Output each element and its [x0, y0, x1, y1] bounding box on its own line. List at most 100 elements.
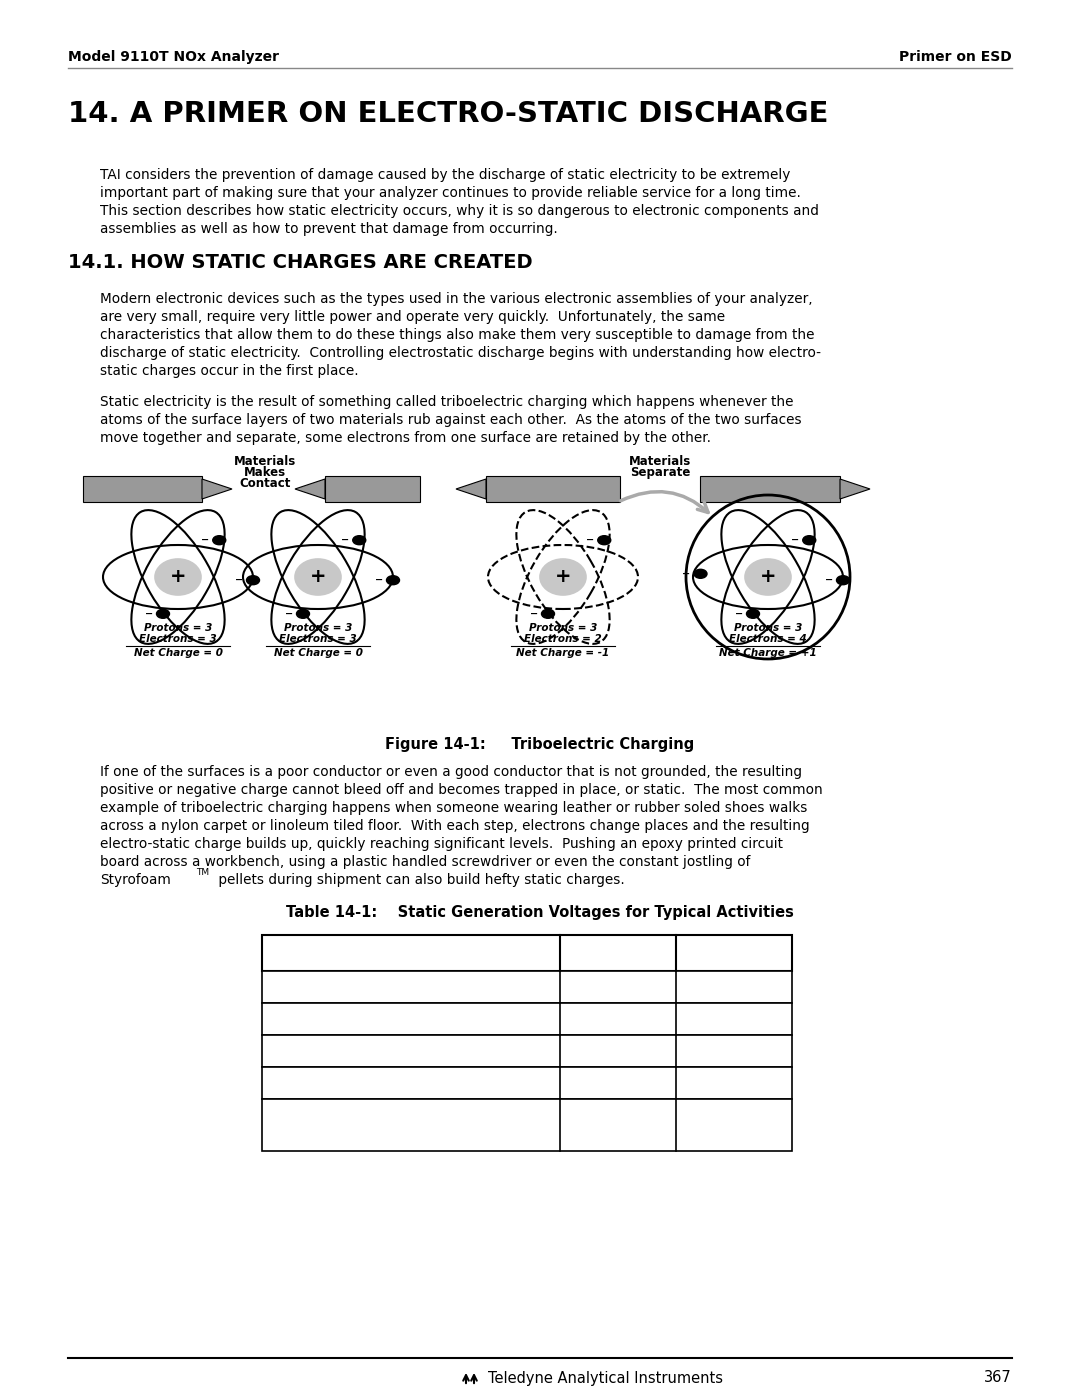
Text: −: −: [285, 609, 293, 619]
Polygon shape: [456, 479, 486, 499]
Text: −: −: [530, 609, 538, 619]
Text: move together and separate, some electrons from one surface are retained by the : move together and separate, some electro…: [100, 432, 711, 446]
Text: Separate: Separate: [630, 467, 690, 479]
Text: Net Charge = +1: Net Charge = +1: [719, 648, 816, 658]
Text: −: −: [734, 609, 743, 619]
Text: Protons = 3: Protons = 3: [144, 623, 212, 633]
Text: Materials: Materials: [234, 455, 296, 468]
Text: Styrofoam: Styrofoam: [100, 873, 171, 887]
Text: Modern electronic devices such as the types used in the various electronic assem: Modern electronic devices such as the ty…: [100, 292, 812, 306]
Text: example of triboelectric charging happens when someone wearing leather or rubber: example of triboelectric charging happen…: [100, 800, 808, 814]
Text: Contact: Contact: [240, 476, 291, 490]
Text: Materials: Materials: [629, 455, 691, 468]
Text: static charges occur in the first place.: static charges occur in the first place.: [100, 365, 359, 379]
Text: 1,500V: 1,500V: [596, 1119, 640, 1132]
Text: pellets during shipment can also build hefty static charges.: pellets during shipment can also build h…: [214, 873, 624, 887]
Ellipse shape: [745, 559, 791, 595]
Polygon shape: [840, 479, 870, 499]
Text: +: +: [759, 567, 777, 587]
FancyBboxPatch shape: [262, 1067, 792, 1099]
Text: Net Charge = 0: Net Charge = 0: [273, 648, 363, 658]
Text: positive or negative charge cannot bleed off and becomes trapped in place, or st: positive or negative charge cannot bleed…: [100, 782, 823, 798]
Text: board across a workbench, using a plastic handled screwdriver or even the consta: board across a workbench, using a plasti…: [100, 855, 751, 869]
FancyBboxPatch shape: [262, 1003, 792, 1035]
Text: +: +: [310, 567, 326, 587]
Ellipse shape: [213, 535, 226, 545]
Text: Protons = 3: Protons = 3: [529, 623, 597, 633]
Text: Net Charge = 0: Net Charge = 0: [134, 648, 222, 658]
Text: 10-25% RH: 10-25% RH: [696, 947, 772, 960]
Ellipse shape: [541, 609, 554, 619]
Bar: [83, 476, 202, 502]
FancyBboxPatch shape: [262, 1099, 792, 1151]
Text: −: −: [586, 535, 594, 545]
Text: −: −: [145, 609, 153, 619]
Text: Protons = 3: Protons = 3: [733, 623, 802, 633]
FancyBboxPatch shape: [262, 971, 792, 1003]
Text: characteristics that allow them to do these things also make them very susceptib: characteristics that allow them to do th…: [100, 328, 814, 342]
Text: −: −: [201, 535, 210, 545]
Text: Electrons = 3: Electrons = 3: [139, 634, 217, 644]
Ellipse shape: [802, 535, 815, 545]
Text: This section describes how static electricity occurs, why it is so dangerous to : This section describes how static electr…: [100, 204, 819, 218]
Text: important part of making sure that your analyzer continues to provide reliable s: important part of making sure that your …: [100, 186, 801, 200]
Text: Walking across nylon carpet: Walking across nylon carpet: [270, 981, 446, 993]
Text: Net Charge = -1: Net Charge = -1: [516, 648, 609, 658]
Bar: [700, 476, 840, 502]
Text: 18,000V: 18,000V: [707, 1119, 760, 1132]
Ellipse shape: [694, 570, 707, 578]
Text: 1,200V: 1,200V: [596, 1077, 640, 1090]
Text: TAI considers the prevention of damage caused by the discharge of static electri: TAI considers the prevention of damage c…: [100, 168, 791, 182]
Text: −: −: [235, 576, 243, 585]
FancyBboxPatch shape: [262, 935, 792, 971]
Text: with urethane foam: with urethane foam: [270, 1126, 393, 1140]
Text: Moving around in a chair padded: Moving around in a chair padded: [270, 1111, 477, 1123]
Ellipse shape: [746, 609, 759, 619]
Ellipse shape: [837, 576, 850, 585]
FancyBboxPatch shape: [262, 1035, 792, 1067]
Text: If one of the surfaces is a poor conductor or even a good conductor that is not : If one of the surfaces is a poor conduct…: [100, 766, 802, 780]
Ellipse shape: [597, 535, 611, 545]
Ellipse shape: [387, 576, 400, 585]
Text: Table 14-1:    Static Generation Voltages for Typical Activities: Table 14-1: Static Generation Voltages f…: [286, 905, 794, 921]
Text: −: −: [825, 576, 833, 585]
Text: 14.1. HOW STATIC CHARGES ARE CREATED: 14.1. HOW STATIC CHARGES ARE CREATED: [68, 253, 532, 272]
Text: 100V: 100V: [602, 1045, 634, 1058]
Text: −: −: [792, 535, 799, 545]
Text: Makes: Makes: [244, 467, 286, 479]
Ellipse shape: [297, 609, 310, 619]
Text: +: +: [555, 567, 571, 587]
Text: 12,000V: 12,000V: [707, 1013, 760, 1025]
Ellipse shape: [353, 535, 366, 545]
Text: +: +: [170, 567, 186, 587]
Text: 65-90% RH: 65-90% RH: [580, 947, 657, 960]
Ellipse shape: [156, 559, 201, 595]
Text: 367: 367: [984, 1370, 1012, 1386]
Text: atoms of the surface layers of two materials rub against each other.  As the ato: atoms of the surface layers of two mater…: [100, 414, 801, 427]
Polygon shape: [295, 479, 325, 499]
Text: −: −: [683, 569, 690, 578]
Text: Electrons = 4: Electrons = 4: [729, 634, 807, 644]
Text: Protons = 3: Protons = 3: [284, 623, 352, 633]
Text: across a nylon carpet or linoleum tiled floor.  With each step, electrons change: across a nylon carpet or linoleum tiled …: [100, 819, 810, 833]
Text: assemblies as well as how to prevent that damage from occurring.: assemblies as well as how to prevent tha…: [100, 222, 557, 236]
Bar: [325, 476, 420, 502]
Text: are very small, require very little power and operate very quickly.  Unfortunate: are very small, require very little powe…: [100, 310, 725, 324]
Text: 6,000V: 6,000V: [712, 1045, 756, 1058]
Text: Poly bag picked up from bench: Poly bag picked up from bench: [270, 1077, 463, 1090]
Text: Static electricity is the result of something called triboelectric charging whic: Static electricity is the result of some…: [100, 395, 794, 409]
Text: −: −: [341, 535, 349, 545]
Text: −: −: [375, 576, 383, 585]
Text: 1,500V: 1,500V: [596, 981, 640, 993]
Ellipse shape: [246, 576, 259, 585]
Text: Worker at bench: Worker at bench: [270, 1045, 373, 1058]
Text: 250V: 250V: [602, 1013, 634, 1025]
Text: Walking across vinyl tile: Walking across vinyl tile: [270, 1013, 421, 1025]
Text: Figure 14-1:     Triboelectric Charging: Figure 14-1: Triboelectric Charging: [386, 738, 694, 752]
Ellipse shape: [540, 559, 586, 595]
Text: Primer on ESD: Primer on ESD: [900, 50, 1012, 64]
Text: 35,000V: 35,000V: [707, 981, 760, 993]
Text: electro-static charge builds up, quickly reaching significant levels.  Pushing a: electro-static charge builds up, quickly…: [100, 837, 783, 851]
Text: discharge of static electricity.  Controlling electrostatic discharge begins wit: discharge of static electricity. Control…: [100, 346, 821, 360]
Text: 14. A PRIMER ON ELECTRO-STATIC DISCHARGE: 14. A PRIMER ON ELECTRO-STATIC DISCHARGE: [68, 101, 828, 129]
